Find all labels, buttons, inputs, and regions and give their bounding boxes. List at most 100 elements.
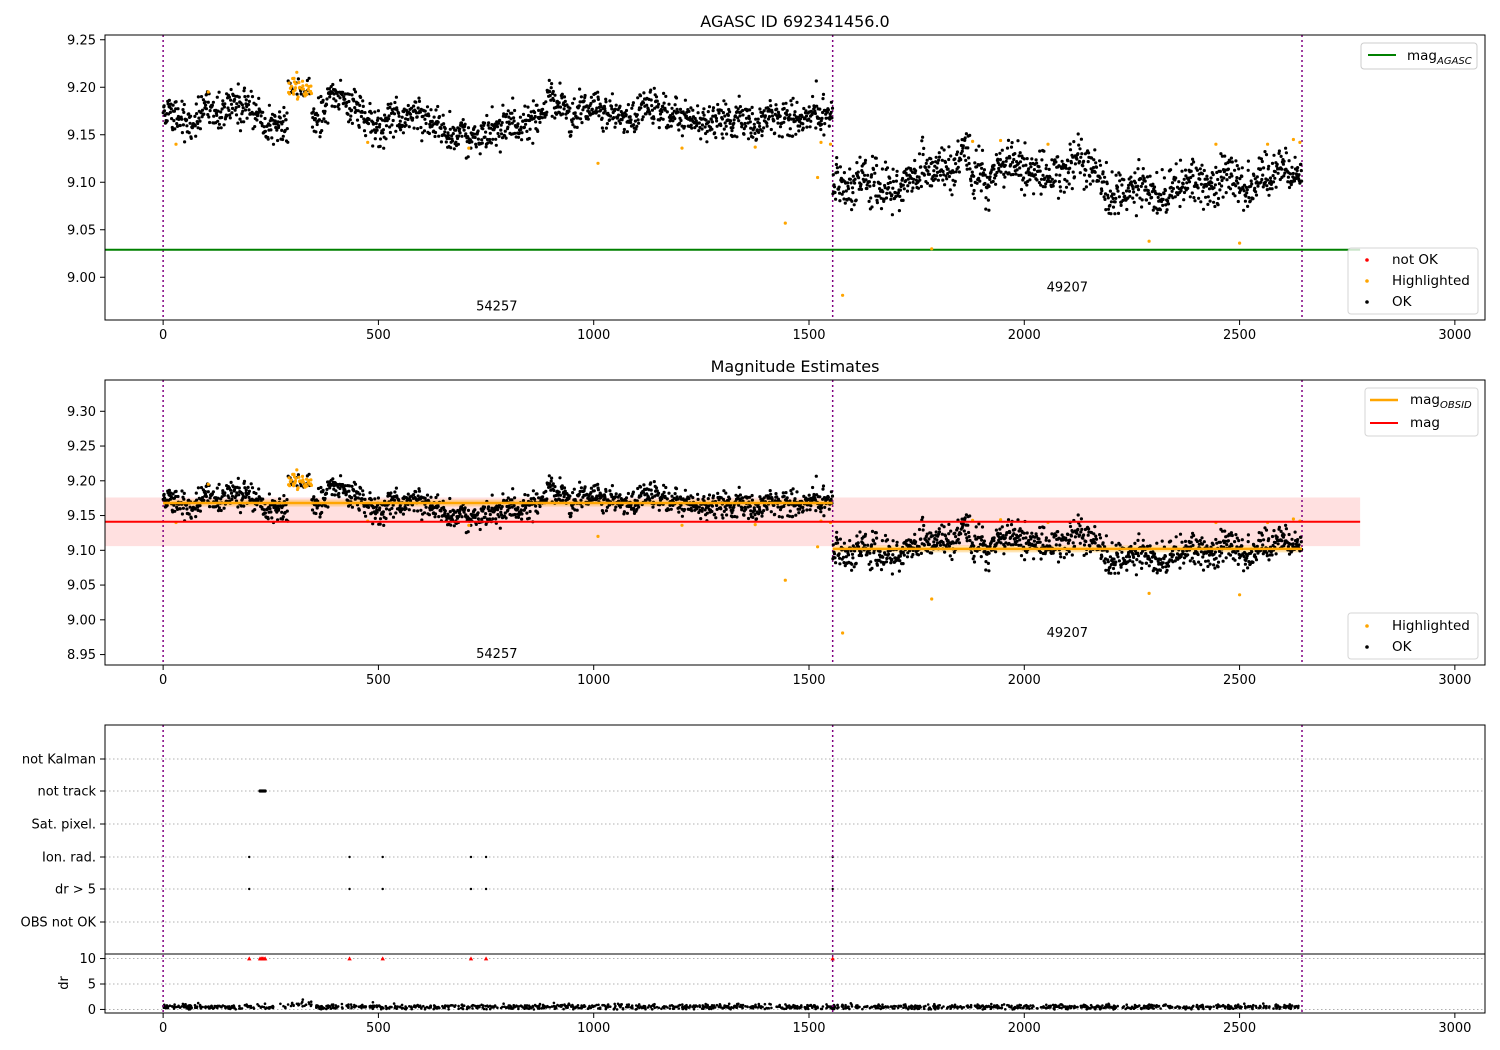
ok-point [743,121,747,126]
ok-point [596,482,600,486]
highlighted-point [816,175,820,180]
ok-point [545,497,549,501]
ok-point [788,127,792,131]
ok-point [977,522,981,526]
ok-point [823,122,827,126]
ok-point [337,491,341,496]
ok-point [856,170,860,174]
ok-point [614,121,618,125]
ok-point [1033,173,1037,177]
ok-point [1120,183,1124,187]
ok-point [870,529,875,534]
ok-point [484,145,488,149]
highlighted-point [309,91,314,96]
ok-point [603,107,607,111]
ok-point [437,515,441,519]
ok-point [310,508,315,512]
ok-point [832,552,837,556]
ok-point [323,109,327,113]
ok-point [1019,187,1024,192]
ok-point [394,129,398,133]
ok-point [1129,544,1133,549]
ok-point [705,129,709,134]
ok-point [1132,200,1136,204]
ok-point [1136,167,1140,171]
ok-point [552,98,556,103]
ok-point [1048,175,1052,179]
ok-point [1199,550,1203,554]
ok-point [1034,532,1038,536]
ok-point [350,108,354,112]
ok-point [415,115,419,119]
ok-point [230,106,235,110]
ok-point [898,188,903,192]
ok-point [536,129,540,133]
ok-point [984,560,988,564]
ok-point [1082,533,1086,537]
ok-point [994,528,999,532]
ok-point [353,106,357,110]
ok-point [1037,537,1041,541]
ok-point [1202,540,1206,544]
ok-point [521,112,526,116]
ok-point [519,125,523,129]
ok-point [1111,196,1115,201]
ok-point [684,114,689,118]
ok-point [713,114,718,118]
ok-point [935,538,939,542]
ok-point [225,114,229,118]
ok-point [219,508,223,513]
ok-point [479,124,483,128]
ok-point [560,484,564,488]
ok-point [821,110,825,115]
ok-point [1068,538,1072,542]
ok-point [803,116,807,120]
ok-point [1147,564,1151,568]
ok-point [540,116,544,120]
highlighted-point [680,146,684,150]
ok-point [266,137,270,141]
ok-point [538,120,542,124]
ok-point [804,114,809,118]
ok-point [1050,177,1054,181]
ok-point [375,128,379,132]
highlighted-legend-marker [1365,279,1369,283]
ok-point [834,561,838,565]
ok-point [498,118,502,122]
ok-point [1133,171,1137,175]
ok-point [360,497,364,501]
ok-point [478,152,482,156]
ok-point [445,136,449,141]
ok-point [592,99,596,103]
ok-point [1235,164,1239,168]
ok-point [850,568,854,572]
ok-point [1131,560,1135,564]
ok-point [1000,148,1004,152]
ok-point [1059,189,1063,193]
ok-point [393,490,397,494]
ok-point [1005,523,1010,527]
ok-point [165,503,169,507]
ok-point [1128,194,1132,198]
ok-point [496,131,500,136]
ok-point [1207,187,1212,191]
ok-point [1044,536,1048,540]
ok-point [824,116,828,120]
ok-point [715,119,719,123]
ok-point [618,505,623,509]
ok-point [883,160,888,164]
ok-point [421,114,425,118]
ok-point [1043,176,1047,180]
ok-point [846,553,851,557]
ok-point [1189,540,1193,544]
ok-point [166,102,170,106]
ok-point [241,106,245,110]
ok-point [931,534,935,538]
ok-point [658,112,663,116]
ok-point [466,135,470,139]
ok-point [740,123,744,127]
ok-point [381,510,385,514]
ok-point [1213,204,1217,209]
ok-point [706,110,710,114]
